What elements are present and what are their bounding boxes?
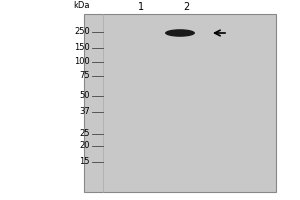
Text: 100: 100 (74, 58, 90, 66)
Ellipse shape (165, 29, 195, 37)
FancyBboxPatch shape (84, 14, 276, 192)
Text: 2: 2 (183, 2, 189, 12)
Text: 15: 15 (80, 158, 90, 166)
Text: 37: 37 (79, 108, 90, 116)
Text: 1: 1 (138, 2, 144, 12)
Text: 250: 250 (74, 27, 90, 36)
Text: 75: 75 (80, 72, 90, 80)
Text: 50: 50 (80, 92, 90, 100)
Text: kDa: kDa (74, 1, 90, 10)
Text: 150: 150 (74, 44, 90, 52)
Text: 20: 20 (80, 142, 90, 150)
Text: 25: 25 (80, 130, 90, 138)
